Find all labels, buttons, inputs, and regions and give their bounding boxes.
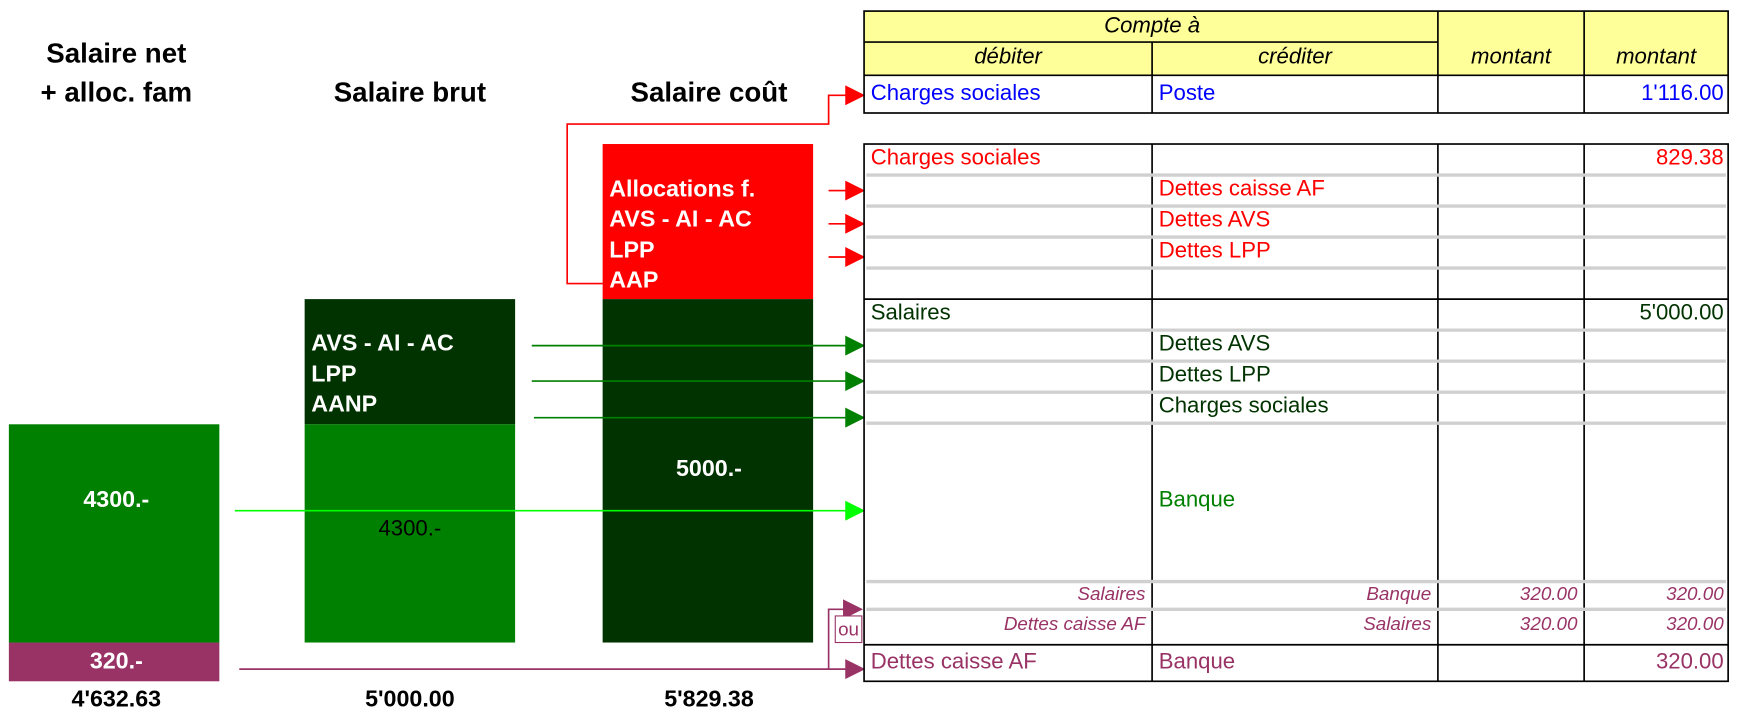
box-line: AVS - AI - AC [311, 330, 454, 356]
heading: Salaire net [46, 38, 186, 69]
amount: 320.00 [1666, 613, 1724, 634]
account: Salaires [871, 299, 951, 324]
arrow [827, 599, 863, 670]
box-line: AAP [609, 267, 658, 293]
box-label: 4300.- [83, 486, 149, 512]
header: créditer [1258, 43, 1333, 68]
account: Banque [1159, 648, 1235, 673]
box-line: LPP [609, 237, 654, 263]
box-label: 5000.- [676, 455, 742, 481]
alloc-box [8, 642, 220, 682]
amount: 829.38 [1656, 144, 1724, 169]
account: Dettes caisse AF [1159, 175, 1325, 200]
box-line: Allocations f. [609, 176, 755, 202]
heading: + alloc. fam [41, 76, 193, 107]
table-borders [863, 10, 1729, 683]
account: Salaires [1363, 613, 1432, 634]
account: Dettes LPP [1159, 237, 1271, 262]
gross-box [602, 299, 814, 643]
account: Banque [1366, 583, 1431, 604]
amount: 320.00 [1520, 583, 1578, 604]
separator [866, 173, 1726, 611]
box-line: AVS - AI - AC [609, 206, 752, 232]
or-box [834, 615, 863, 644]
header: débiter [974, 43, 1043, 68]
total: 5'000.00 [365, 685, 455, 709]
total: 4'632.63 [72, 685, 162, 709]
account: Poste [1159, 80, 1216, 105]
account: Dettes AVS [1159, 206, 1271, 231]
net-box [304, 424, 516, 643]
row-separators [866, 173, 1726, 611]
header-cell [864, 11, 1438, 76]
account: Dettes caisse AF [1004, 613, 1147, 634]
account: Dettes LPP [1159, 361, 1271, 386]
arrow [566, 85, 866, 285]
charges-box [602, 144, 814, 300]
header: montant [1471, 43, 1552, 68]
account: Dettes AVS [1159, 330, 1271, 355]
amount: 1'116.00 [1641, 80, 1724, 105]
box-line: AANP [311, 391, 377, 417]
account: Banque [1159, 487, 1235, 512]
arrows [234, 85, 866, 680]
account: Charges sociales [871, 80, 1041, 105]
deduction-box [304, 299, 516, 425]
heading: Salaire coût [630, 76, 787, 107]
account: Charges sociales [1159, 392, 1329, 417]
header: montant [1616, 43, 1697, 68]
account: Dettes caisse AF [871, 648, 1037, 673]
amount: 320.00 [1666, 583, 1724, 604]
account: Charges sociales [871, 144, 1041, 169]
amount: 320.00 [1656, 648, 1724, 673]
box-label: 320.- [90, 648, 143, 674]
account: Salaires [1077, 583, 1146, 604]
header: Compte à [1104, 12, 1200, 37]
box-line: LPP [311, 361, 356, 387]
header-cell [1437, 11, 1729, 76]
or-label: ou [838, 618, 859, 639]
net-box [8, 424, 220, 643]
heading: Salaire brut [334, 76, 486, 107]
amount: 320.00 [1520, 613, 1578, 634]
box-label: 4300.- [378, 515, 441, 540]
total: 5'829.38 [664, 685, 754, 709]
amount: 5'000.00 [1639, 299, 1723, 324]
